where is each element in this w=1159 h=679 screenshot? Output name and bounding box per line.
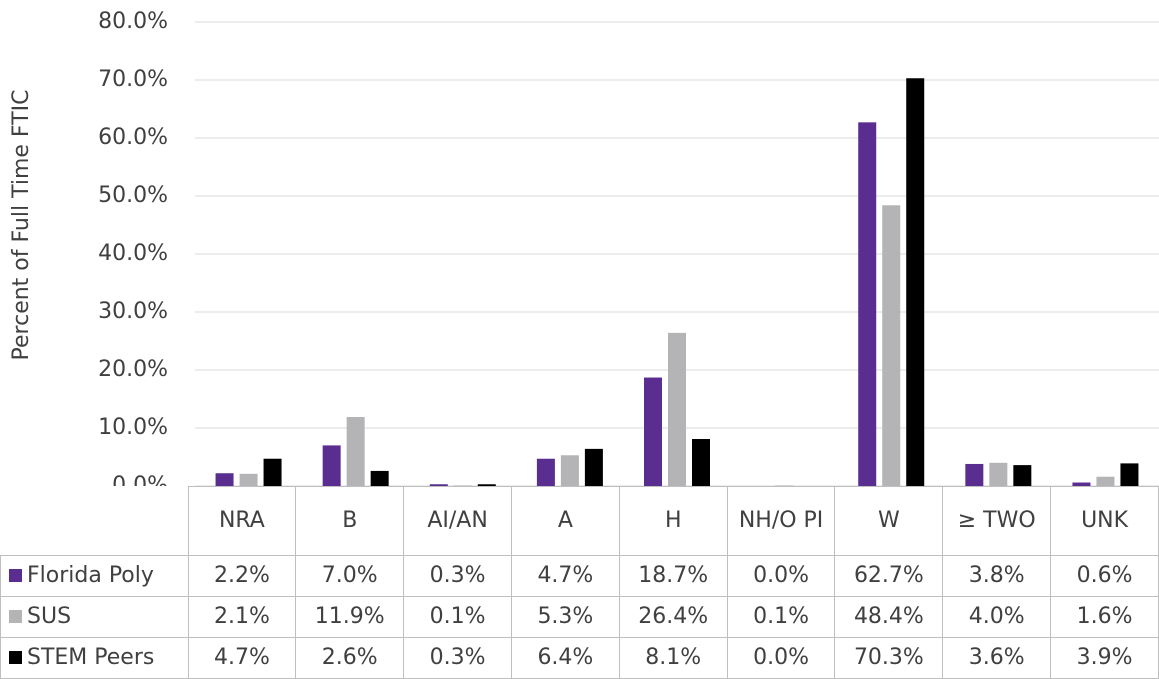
y-tick-label: 70.0% — [98, 67, 168, 92]
data-label: 62.7% — [834, 555, 944, 597]
legend-label: Florida Poly — [27, 563, 154, 588]
data-label: 8.1% — [618, 637, 728, 679]
data-label: 7.0% — [295, 555, 405, 597]
data-label: 4.7% — [510, 555, 620, 597]
bar — [1120, 463, 1139, 486]
bar — [858, 122, 877, 486]
bar — [477, 484, 496, 486]
data-label: 2.2% — [187, 555, 297, 597]
y-tick-label: 40.0% — [98, 241, 168, 266]
bar — [775, 485, 794, 486]
data-label: 18.7% — [618, 555, 728, 597]
data-label: 6.4% — [510, 637, 620, 679]
bar — [322, 445, 341, 486]
data-label: 11.9% — [295, 596, 405, 638]
bar — [370, 470, 389, 486]
y-tick-label: 10.0% — [98, 415, 168, 440]
data-label: 0.0% — [726, 637, 836, 679]
bar — [429, 484, 448, 486]
data-table: NRA B AI/AN A H NH/O PI W ≥ TWO UNK Florida Poly 2… — [0, 486, 1159, 679]
y-tick-label: 50.0% — [98, 183, 168, 208]
bar — [644, 377, 662, 486]
legend-label: SUS — [27, 604, 72, 629]
data-label: 3.9% — [1050, 637, 1159, 679]
bar — [668, 332, 686, 486]
data-label: 0.0% — [726, 555, 836, 597]
bar — [965, 463, 984, 486]
bar — [989, 462, 1008, 486]
y-tick-label: 20.0% — [98, 357, 168, 382]
bar — [239, 473, 258, 486]
data-label: 70.3% — [834, 637, 944, 679]
x-tick-label: W — [834, 486, 944, 556]
bar — [692, 439, 710, 486]
bar — [453, 485, 472, 486]
legend-swatch — [9, 610, 22, 623]
data-label: 48.4% — [834, 596, 944, 638]
data-label: 4.7% — [187, 637, 297, 679]
x-tick-label: UNK — [1050, 486, 1159, 556]
data-label: 2.1% — [187, 596, 297, 638]
bar — [560, 455, 579, 486]
x-tick-label: NRA — [187, 486, 297, 556]
legend-swatch — [9, 569, 22, 582]
y-tick-label: 30.0% — [98, 299, 168, 324]
data-label: 2.6% — [295, 637, 405, 679]
x-tick-label: AI/AN — [403, 486, 512, 556]
bar — [906, 78, 925, 486]
bar — [536, 458, 555, 486]
data-label: 1.6% — [1050, 596, 1159, 638]
data-label: 0.3% — [403, 555, 512, 597]
y-tick-label: 60.0% — [98, 125, 168, 150]
data-label: 0.3% — [403, 637, 512, 679]
y-tick-label: 0.0% — [112, 473, 168, 486]
bar — [1096, 476, 1115, 486]
bar — [1072, 482, 1091, 486]
bar — [215, 473, 234, 486]
data-label: 0.1% — [726, 596, 836, 638]
data-label: 4.0% — [942, 596, 1052, 638]
data-label: 26.4% — [618, 596, 728, 638]
x-tick-label: B — [295, 486, 405, 556]
x-tick-label: NH/O PI — [726, 486, 836, 556]
y-axis-title: Percent of Full Time FTIC — [9, 90, 34, 361]
data-label: 0.6% — [1050, 555, 1159, 597]
legend-swatch — [9, 651, 22, 664]
data-label: 5.3% — [510, 596, 620, 638]
y-tick-label: 80.0% — [98, 9, 168, 34]
data-label: 0.1% — [403, 596, 512, 638]
data-label: 3.6% — [942, 637, 1052, 679]
bar — [584, 448, 603, 486]
x-tick-label: H — [618, 486, 728, 556]
legend-label: STEM Peers — [27, 645, 155, 670]
plot: Percent of Full Time FTIC 0.0% 10.0% 20.0%… — [9, 9, 1159, 486]
x-tick-label: ≥ TWO — [942, 486, 1052, 556]
bar — [1013, 465, 1032, 486]
x-tick-label: A — [510, 486, 620, 556]
bar — [263, 458, 282, 486]
bar — [882, 205, 901, 486]
data-label: 3.8% — [942, 555, 1052, 597]
bar — [346, 416, 365, 486]
